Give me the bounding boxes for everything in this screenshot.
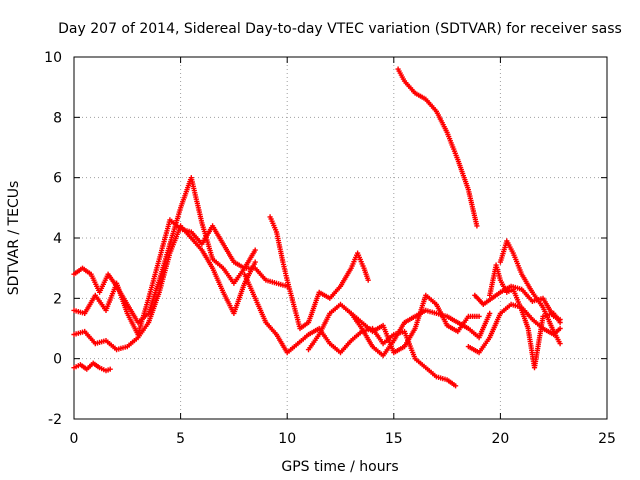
series-layer bbox=[71, 66, 563, 389]
series-track-04 bbox=[71, 217, 290, 338]
series-line bbox=[397, 68, 478, 227]
chart-title: Day 207 of 2014, Sidereal Day-to-day VTE… bbox=[58, 21, 622, 37]
data-point bbox=[252, 247, 258, 253]
x-tick-label: 25 bbox=[598, 431, 616, 447]
data-point bbox=[474, 223, 480, 229]
y-tick-label: 10 bbox=[44, 50, 62, 66]
x-tick-label: 0 bbox=[70, 431, 79, 447]
data-point bbox=[107, 366, 113, 372]
data-point bbox=[557, 316, 563, 323]
data-point bbox=[487, 310, 493, 316]
data-point bbox=[365, 277, 371, 283]
x-tick-label: 5 bbox=[176, 431, 185, 447]
series-track-08 bbox=[348, 292, 482, 356]
y-tick-label: 4 bbox=[53, 231, 62, 247]
data-point bbox=[557, 341, 563, 347]
x-tick-label: 15 bbox=[385, 431, 403, 447]
x-tick-label: 10 bbox=[278, 431, 296, 447]
x-axis-label: GPS time / hours bbox=[281, 459, 398, 475]
x-tick-label: 20 bbox=[491, 431, 509, 447]
y-tick-label: -2 bbox=[48, 412, 62, 428]
y-tick-label: 2 bbox=[53, 291, 62, 307]
series-track-13 bbox=[472, 283, 563, 323]
data-point bbox=[453, 383, 459, 389]
series-line bbox=[243, 273, 457, 387]
series-track-05 bbox=[267, 214, 371, 332]
grid-layer bbox=[74, 57, 607, 419]
plot-frame bbox=[73, 56, 608, 420]
y-tick-label: 6 bbox=[53, 171, 62, 187]
y-axis-label: SDTVAR / TECUs bbox=[6, 181, 22, 296]
tick-layer: 0 5 10 15 20 25 -2 0 2 4 6 8 10 bbox=[44, 50, 616, 447]
series-track-06 bbox=[242, 271, 459, 389]
data-point bbox=[557, 325, 563, 332]
y-tick-label: 0 bbox=[53, 352, 62, 368]
series-track-09 bbox=[395, 66, 480, 229]
series-track-01 bbox=[71, 360, 113, 374]
data-point bbox=[252, 259, 258, 265]
series-track-10 bbox=[465, 301, 563, 356]
data-point bbox=[476, 313, 482, 319]
y-tick-label: 8 bbox=[53, 110, 62, 126]
